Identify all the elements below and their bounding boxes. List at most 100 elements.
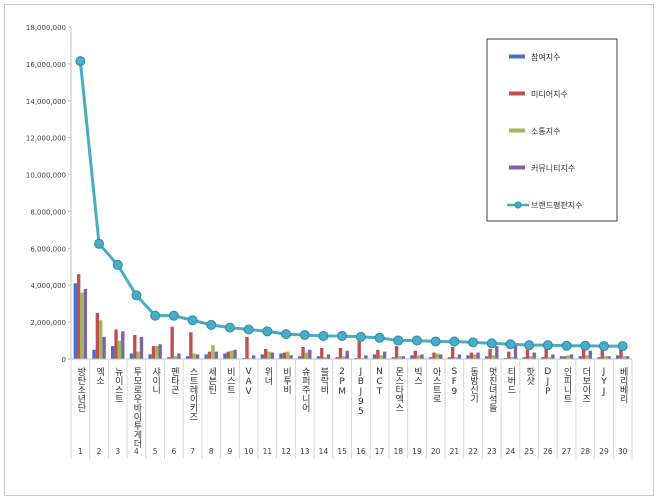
category-index: 16 [356, 447, 366, 456]
bar [214, 351, 218, 359]
bar [394, 346, 399, 359]
category-index: 18 [393, 447, 403, 456]
bar [342, 356, 346, 359]
bar [204, 354, 208, 359]
bar [335, 357, 339, 359]
category-index: 29 [599, 447, 609, 456]
bar [308, 349, 312, 359]
bar [267, 351, 271, 359]
bar [585, 355, 589, 359]
bar [372, 354, 377, 359]
category-index: 13 [300, 447, 310, 456]
bar [597, 357, 601, 359]
bar [626, 356, 630, 359]
bar [282, 352, 287, 359]
line-point [94, 238, 105, 249]
line-point [524, 340, 535, 351]
bar [279, 353, 283, 359]
bar [286, 351, 290, 359]
category-index: 3 [115, 447, 120, 456]
chart-frame: 0 2,000,000 4,000,000 6,000,000 8,000,000 10,… [4, 4, 654, 496]
category-label: JYJ [599, 367, 609, 397]
bar [167, 357, 171, 359]
bar [211, 345, 215, 359]
y-tick-label: 16,000,000 [26, 61, 66, 69]
category-label: 블락비 [318, 367, 328, 395]
bar [155, 346, 159, 359]
line-point [206, 319, 217, 330]
bar [532, 352, 536, 359]
bar [563, 356, 567, 359]
bar [466, 355, 470, 359]
category-index: 21 [450, 447, 460, 456]
legend-swatch [509, 128, 525, 133]
bar [619, 349, 623, 359]
bar [136, 351, 140, 359]
bar [401, 356, 405, 359]
category-label: 세븐틴 [206, 367, 216, 394]
category-label: 멋진녀석들 [487, 367, 497, 412]
bar [316, 356, 321, 359]
bar [607, 356, 611, 359]
y-tick-label: 2,000,000 [30, 319, 66, 327]
category-index: 20 [431, 447, 441, 456]
bar [129, 353, 134, 359]
line-point [150, 310, 161, 321]
bar [551, 354, 555, 359]
bar [544, 347, 548, 359]
bar [326, 354, 331, 359]
bar [76, 274, 81, 359]
bar [207, 351, 212, 359]
line-point [337, 330, 348, 341]
line-point [355, 331, 366, 342]
line-point [561, 340, 572, 351]
category-label: 핫샷 [524, 367, 534, 386]
y-tick-label: 18,000,000 [26, 24, 66, 32]
y-tick-label: 6,000,000 [30, 245, 66, 253]
legend-label: 미디어지수 [531, 89, 568, 99]
line-point [112, 259, 123, 270]
bar [304, 352, 309, 359]
line-point [393, 335, 404, 346]
bar [298, 356, 302, 359]
bar [117, 340, 122, 359]
category-index: 11 [263, 447, 273, 456]
category-index: 22 [468, 447, 478, 456]
bar [270, 352, 275, 359]
legend-swatch [509, 165, 525, 170]
y-tick-label: 14,000,000 [26, 98, 66, 106]
bar [223, 353, 227, 359]
bar [410, 355, 414, 359]
bar [170, 326, 174, 359]
category-label: 베리베리 [618, 367, 628, 404]
line-point [411, 335, 422, 346]
category-index: 2 [97, 447, 102, 456]
bar [260, 354, 264, 359]
bar [229, 350, 234, 359]
category-index: 5 [153, 447, 158, 456]
category-index: 30 [618, 447, 628, 456]
line-point [598, 341, 609, 352]
category-index: 23 [487, 447, 497, 456]
bar [603, 356, 608, 359]
bar [95, 312, 100, 359]
category-label: 스트레이키즈 [188, 367, 198, 421]
bar [323, 357, 327, 359]
category-index: 17 [375, 447, 385, 456]
bar [435, 353, 440, 359]
bar [569, 354, 574, 359]
bar [476, 352, 480, 359]
bar [559, 356, 564, 359]
category-label: VAV [244, 367, 254, 397]
category-label: 동방신기 [468, 367, 478, 404]
bar [379, 355, 383, 359]
category-index: 14 [319, 447, 329, 456]
bar [151, 346, 156, 359]
bar [338, 347, 343, 359]
bar [139, 336, 144, 359]
line-point [299, 330, 310, 341]
bar [454, 357, 458, 359]
category-index: 10 [244, 447, 254, 456]
bar [622, 356, 627, 359]
